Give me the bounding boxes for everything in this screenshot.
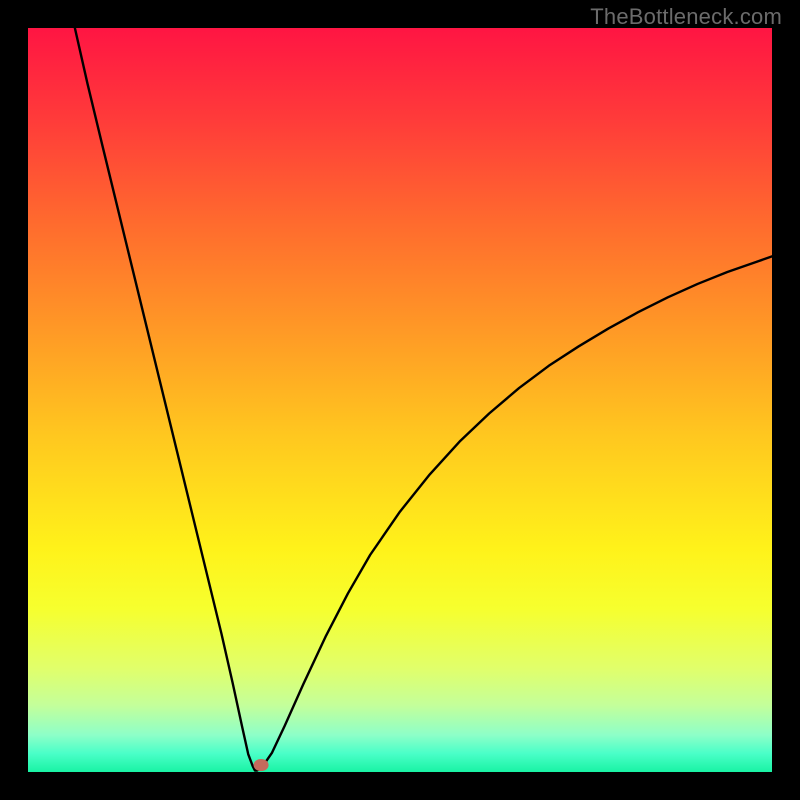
bottleneck-curve: [28, 28, 772, 772]
optimal-point-marker: [253, 759, 268, 771]
watermark-text: TheBottleneck.com: [590, 4, 782, 30]
chart-plot-area: [28, 28, 772, 772]
